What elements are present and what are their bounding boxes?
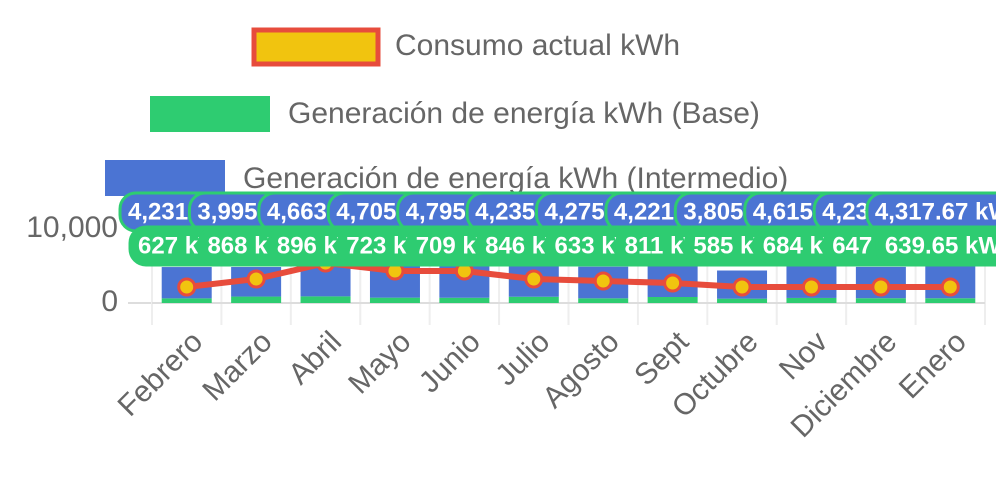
bar	[231, 296, 282, 303]
data-label-text: 639.65 kWh	[885, 232, 996, 259]
x-tick-label: Junio	[413, 325, 487, 399]
bar	[578, 298, 629, 303]
x-tick-label: Nov	[773, 325, 834, 386]
x-tick-label: Abril	[282, 325, 348, 391]
data-label-text: 4,317.67 kWh	[875, 198, 996, 225]
point	[524, 269, 544, 289]
bar	[161, 298, 212, 303]
legend-swatch	[150, 96, 270, 132]
point	[801, 277, 821, 297]
bar	[855, 298, 906, 303]
point	[177, 277, 197, 297]
bar	[925, 298, 976, 303]
bar	[369, 297, 420, 303]
point	[246, 269, 266, 289]
legend-label: Consumo actual kWh	[395, 29, 680, 62]
x-tick-label: Febrero	[112, 325, 210, 423]
x-tick-label: Marzo	[196, 325, 278, 407]
data-label-box	[875, 225, 996, 267]
bar	[647, 296, 698, 303]
y-tick-label: 10,000	[26, 211, 118, 244]
point	[593, 271, 613, 291]
legend-swatch	[105, 160, 225, 196]
bar	[717, 298, 768, 303]
x-tick-label: Agosto	[536, 325, 625, 414]
legend-label: Generación de energía kWh (Base)	[288, 97, 760, 130]
point	[663, 273, 683, 293]
legend-swatch	[251, 27, 381, 67]
x-tick-label: Enero	[893, 325, 973, 405]
data-label: 639.65 kWh	[875, 225, 996, 267]
bar	[300, 296, 351, 303]
x-tick-label: Mayo	[342, 325, 417, 400]
point	[871, 277, 891, 297]
legend-label: Generación de energía kWh (Intermedio)	[243, 162, 788, 195]
data-label: 4,317.67 kWh	[865, 191, 996, 233]
bar	[439, 297, 490, 303]
point	[940, 277, 960, 297]
point	[732, 277, 752, 297]
bar	[508, 296, 559, 303]
bar	[786, 297, 837, 303]
y-tick-label: 0	[101, 285, 118, 318]
